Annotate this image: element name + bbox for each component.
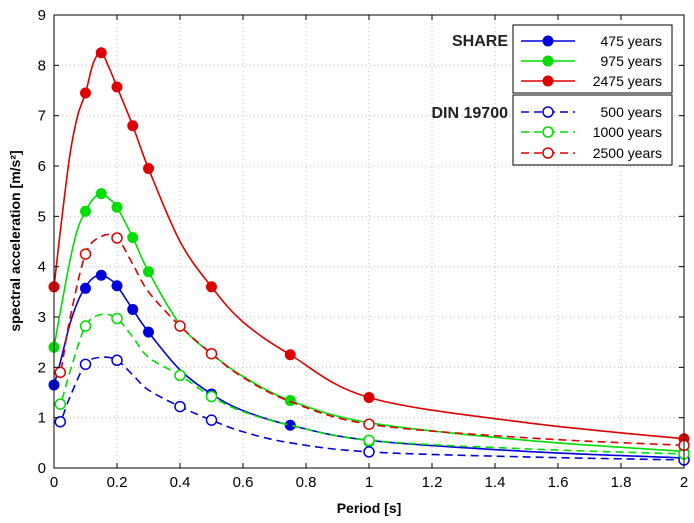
series-layer [48,47,690,466]
x-tick-label: 1.4 [485,474,506,491]
data-point-500-years [79,358,92,371]
legend-marker [542,75,554,87]
y-tick-label: 3 [38,309,46,326]
y-axis-label: spectral acceleration [m/s²] [7,150,23,331]
legend-label: 1000 years [593,124,662,140]
data-point-475-years [143,326,154,338]
data-point-2475-years [80,87,91,99]
legend-label: 475 years [601,33,662,49]
axis-ticks: 0 0.2 0.4 0.6 0.8 1 1.2 1.4 1.6 1.8 2 0 1 2 3 4 5 6 7 8 9 [38,7,689,491]
data-point-500-years [363,446,375,458]
legend-group-label: SHARE [452,33,508,50]
data-point-1000-years [363,434,375,447]
x-tick-label: 1.2 [422,474,443,491]
data-point-2500-years [174,320,186,332]
data-point-1000-years [54,398,67,410]
y-tick-label: 0 [38,460,46,477]
data-point-500-years [174,400,186,413]
data-point-2475-years [95,47,107,59]
x-tick-label: 0.2 [107,474,128,491]
data-point-2475-years [127,120,139,132]
data-point-475-years [111,280,123,292]
data-point-500-years [111,354,123,367]
series-2500-years [53,232,690,452]
data-point-475-years [80,282,91,294]
legend-marker [542,106,554,118]
data-point-500-years [54,415,67,428]
y-tick-label: 2 [38,359,46,376]
x-tick-label: 0.6 [233,474,254,491]
y-tick-label: 4 [38,259,46,276]
data-point-475-years [95,269,107,281]
series-line-2500-years [53,233,685,447]
series-500-years [53,354,690,466]
legend-group-label: DIN 19700 [432,105,509,122]
data-point-2475-years [363,392,375,404]
data-point-475-years [127,303,139,315]
legend-marker [542,35,554,47]
legend-label: 2500 years [593,145,662,161]
x-tick-label: 2 [680,474,688,491]
x-tick-label: 0 [50,474,58,491]
data-point-2475-years [206,281,217,293]
data-point-975-years [111,201,123,213]
x-tick-label: 1.6 [548,474,569,491]
x-tick-label: 1.8 [611,474,632,491]
data-point-975-years [80,205,91,217]
data-point-2500-years [205,347,218,360]
series-line-1000-years [53,313,685,455]
x-tick-label: 0.8 [296,474,317,491]
grid [54,15,684,468]
y-tick-label: 7 [38,108,46,125]
data-point-975-years [284,395,296,407]
data-point-2500-years [54,366,67,379]
y-tick-label: 5 [38,208,46,225]
series-line-500-years [53,356,685,461]
data-point-500-years [205,414,218,426]
data-point-2500-years [79,248,92,260]
y-tick-label: 6 [38,158,46,175]
data-point-1000-years [205,390,218,403]
legend-label: 500 years [601,104,662,120]
legend-marker [542,55,554,67]
legend: SHARE 475 years 975 years 2475 years DIN 197… [432,24,673,166]
y-tick-label: 9 [38,7,46,24]
data-point-975-years [143,266,154,278]
data-point-2500-years [363,418,375,430]
x-tick-label: 1 [365,474,373,491]
data-point-1000-years [174,369,186,382]
legend-marker [542,147,554,159]
legend-marker [542,126,554,138]
data-point-975-years [95,188,107,200]
x-axis-label: Period [s] [337,500,402,516]
data-point-975-years [127,231,139,243]
data-point-475-years [284,419,296,431]
data-point-2500-years [111,232,123,244]
data-point-2475-years [111,81,123,93]
series-2475-years [48,47,690,445]
data-point-1000-years [79,320,92,332]
y-tick-label: 1 [38,410,46,427]
y-tick-label: 8 [38,57,46,74]
x-tick-label: 0.4 [170,474,191,491]
legend-label: 2475 years [593,73,662,89]
data-point-1000-years [111,312,123,325]
legend-label: 975 years [601,53,662,69]
data-point-2475-years [143,163,154,175]
data-point-2475-years [284,349,296,361]
